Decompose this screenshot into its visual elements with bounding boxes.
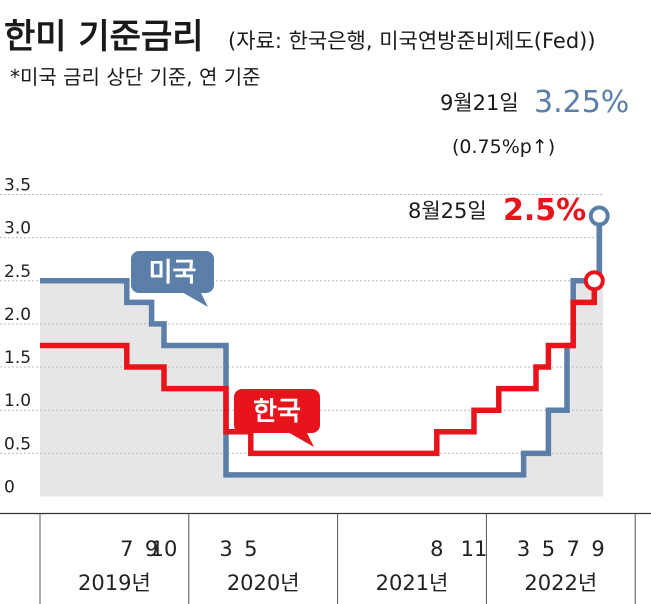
y-tick-label: 2.5 — [4, 262, 31, 282]
x-tick-label: 7 — [120, 537, 133, 561]
y-tick-label: 1.0 — [4, 391, 31, 411]
kr-annotation-value: 2.5% — [503, 193, 586, 228]
y-tick-label: 2.0 — [4, 305, 31, 325]
kr-annotation-date: 8월25일 — [408, 199, 487, 223]
y-tick-label: 1.5 — [4, 348, 31, 368]
x-tick-label: 3 — [219, 537, 232, 561]
us-annotation-date: 9월21일 — [440, 91, 519, 115]
x-tick-label: 7 — [567, 537, 580, 561]
kr-series-tag — [234, 389, 320, 433]
us-annotation-value: 3.25% — [534, 85, 629, 120]
year-label: 2021년 — [376, 571, 449, 595]
y-tick-label: 3.5 — [4, 175, 31, 195]
x-tick-label: 11 — [461, 537, 488, 561]
x-tick-label: 9 — [591, 537, 604, 561]
chart-title: 한미 기준금리 — [4, 17, 204, 57]
x-tick-label: 10 — [151, 537, 178, 561]
kr-series-label: 한국 — [253, 397, 301, 427]
x-tick-label: 9 — [145, 537, 158, 561]
us-area-fill — [40, 216, 603, 497]
y-tick-label: 0 — [4, 478, 15, 498]
year-label: 2022년 — [524, 571, 597, 595]
series-lines — [40, 205, 610, 478]
us-annotation-change: (0.75%p↑) — [452, 136, 555, 158]
us-series-tag — [131, 251, 214, 293]
x-tick-label: 3 — [517, 537, 530, 561]
x-tick-label: 8 — [430, 537, 443, 561]
y-axis-ticks: 0 0.5 1.0 1.5 2.0 2.5 3.0 3.5 — [4, 175, 31, 497]
chart-note: *미국 금리 상단 기준, 연 기준 — [10, 65, 261, 89]
chart-source: (자료: 한국은행, 미국연방준비제도(Fed)) — [228, 29, 596, 53]
kr-tag-pointer — [286, 431, 314, 447]
us-end-marker — [588, 205, 610, 227]
year-label: 2019년 — [78, 571, 151, 595]
us-series-label: 미국 — [149, 258, 197, 288]
y-tick-label: 3.0 — [4, 219, 31, 239]
x-tick-label: 5 — [244, 537, 257, 561]
x-tick-label: 5 — [542, 537, 555, 561]
y-tick-label: 0.5 — [4, 434, 31, 454]
kr-rate-line — [40, 280, 598, 457]
year-label: 2020년 — [227, 571, 300, 595]
kr-end-marker — [583, 270, 605, 292]
area-fill-layer — [40, 216, 603, 497]
us-tag-pointer — [180, 291, 208, 307]
